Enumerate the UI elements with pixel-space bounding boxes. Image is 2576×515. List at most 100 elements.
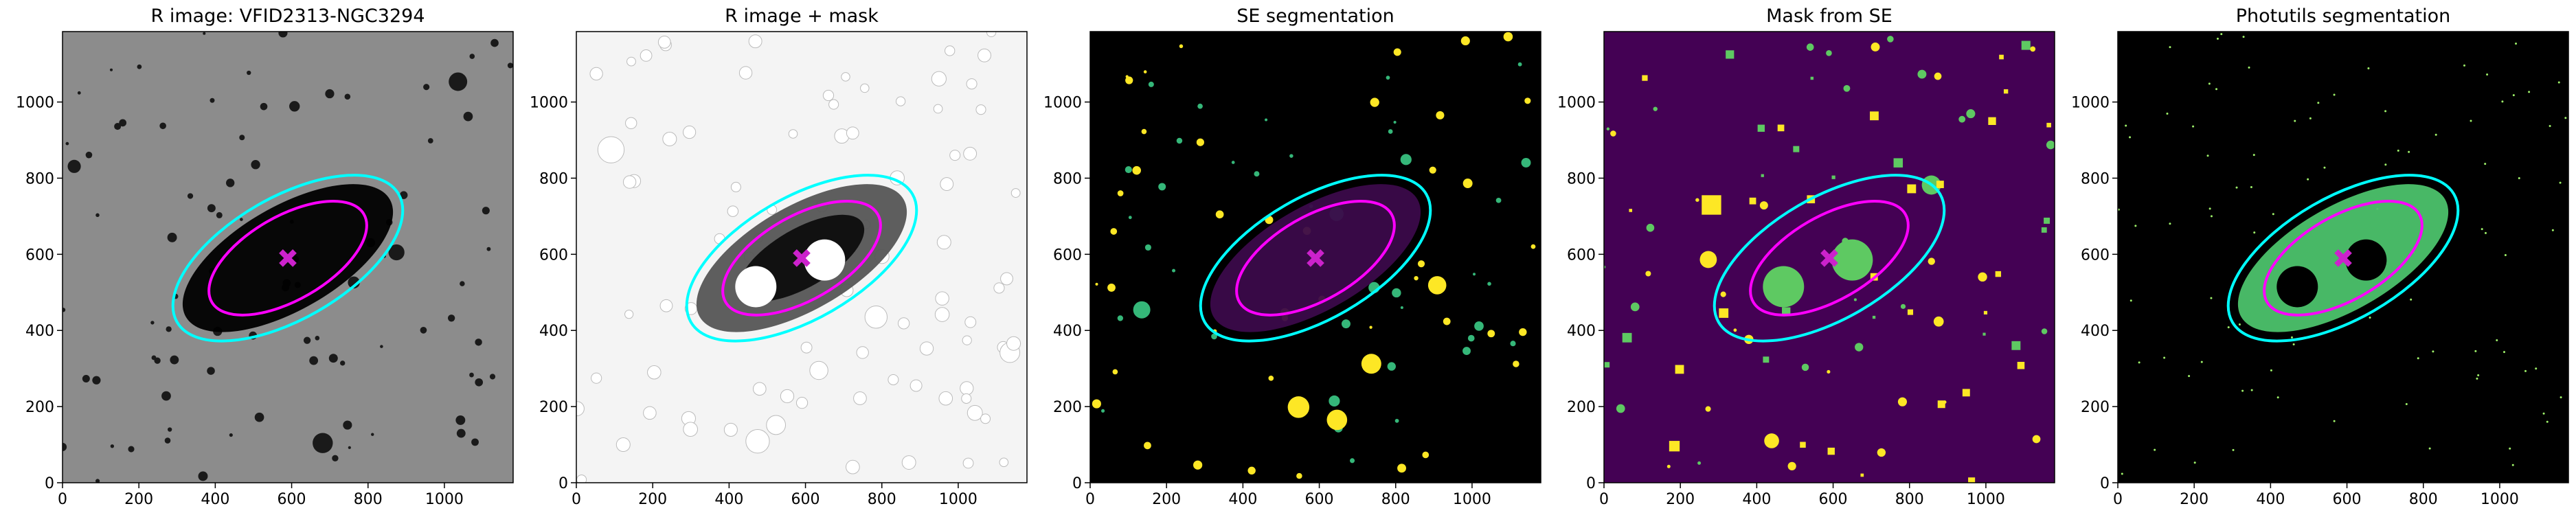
source: [1369, 325, 1372, 329]
source: [909, 379, 923, 392]
source: [2252, 154, 2255, 157]
source: [1158, 183, 1166, 191]
source: [2242, 36, 2245, 38]
source: [2030, 46, 2036, 52]
source: [303, 336, 311, 344]
y-tick-label: 400: [25, 323, 54, 340]
x-tick-label: 600: [278, 491, 306, 508]
source: [240, 218, 243, 221]
source: [949, 150, 961, 161]
source: [591, 372, 602, 384]
source: [1462, 179, 1473, 188]
source: [625, 117, 637, 130]
source: [2294, 119, 2296, 122]
source: [1697, 461, 1702, 465]
source: [2551, 229, 2554, 231]
source: [399, 191, 408, 199]
source: [1117, 315, 1124, 321]
x-tick-label: 800: [2409, 491, 2438, 508]
source: [1510, 341, 1516, 347]
source: [1393, 120, 1397, 124]
aperture-ellipse: [1713, 174, 1946, 343]
source: [1513, 360, 1519, 367]
source: [2241, 389, 2244, 392]
source: [730, 181, 741, 192]
source: [1460, 36, 1470, 46]
y-tick-label: 0: [1072, 475, 1082, 492]
source: [170, 355, 179, 365]
source: [1917, 69, 1927, 79]
source: [2481, 228, 2483, 231]
y-tick-label: 200: [1053, 399, 1082, 416]
source: [2535, 367, 2538, 370]
source: [1827, 369, 1831, 374]
source: [640, 49, 653, 62]
source: [683, 422, 699, 437]
source: [647, 365, 662, 380]
source: [960, 381, 974, 396]
mask-patch: [1669, 441, 1680, 452]
source: [2215, 88, 2218, 91]
source: [150, 321, 155, 325]
source: [1733, 328, 1737, 332]
source: [2518, 176, 2520, 179]
source: [1610, 130, 1616, 137]
x-tick-label: 600: [1305, 491, 1334, 508]
source: [748, 34, 762, 49]
source: [207, 204, 216, 213]
source: [2210, 297, 2213, 299]
source: [469, 54, 475, 59]
source: [2046, 140, 2055, 150]
source: [1010, 188, 1021, 198]
source: [1966, 109, 1976, 119]
source: [2367, 67, 2370, 70]
mask-patch: [1793, 146, 1800, 152]
source: [167, 427, 172, 432]
source: [1417, 260, 1425, 268]
mask-patch: [2011, 341, 2021, 350]
mask-circle: [2345, 239, 2387, 281]
y-tick-label: 0: [1586, 475, 1596, 492]
source: [940, 177, 954, 191]
source: [624, 310, 634, 319]
mask-patch: [1757, 124, 1765, 132]
source: [2169, 46, 2171, 49]
source: [1148, 81, 1154, 87]
x-tick-label: 1000: [425, 491, 464, 508]
source: [2253, 231, 2256, 234]
y-tick-label: 400: [539, 323, 568, 340]
source: [1503, 32, 1513, 42]
source: [2193, 461, 2196, 464]
source: [800, 341, 813, 354]
source: [1429, 166, 1436, 174]
mask-patch: [1719, 308, 1729, 318]
source: [1287, 396, 1310, 418]
y-tick-label: 600: [2081, 247, 2110, 264]
source: [203, 32, 206, 35]
source: [1247, 466, 1256, 475]
panel: Photutils segmentation 0 200 400 600 800 1000 0…: [2071, 5, 2569, 508]
source: [896, 96, 906, 106]
source: [1436, 111, 1445, 119]
source: [864, 306, 888, 329]
source: [1764, 433, 1779, 448]
y-tick-label: 200: [25, 399, 54, 416]
source: [1112, 369, 1118, 375]
x-tick-label: 1000: [939, 491, 978, 508]
source: [1400, 154, 1412, 165]
source: [315, 336, 320, 341]
source: [1092, 399, 1101, 409]
mask-circle: [735, 266, 777, 308]
source: [938, 391, 953, 406]
x-tick-label: 0: [1599, 491, 1609, 508]
source: [1473, 273, 1476, 276]
source: [2477, 374, 2480, 377]
source: [1934, 72, 1942, 80]
y-tick-label: 200: [539, 399, 568, 416]
mask-patch: [1800, 442, 1806, 448]
source: [388, 244, 405, 261]
source: [2333, 420, 2336, 422]
source: [1176, 137, 1183, 144]
source: [1143, 70, 1147, 73]
